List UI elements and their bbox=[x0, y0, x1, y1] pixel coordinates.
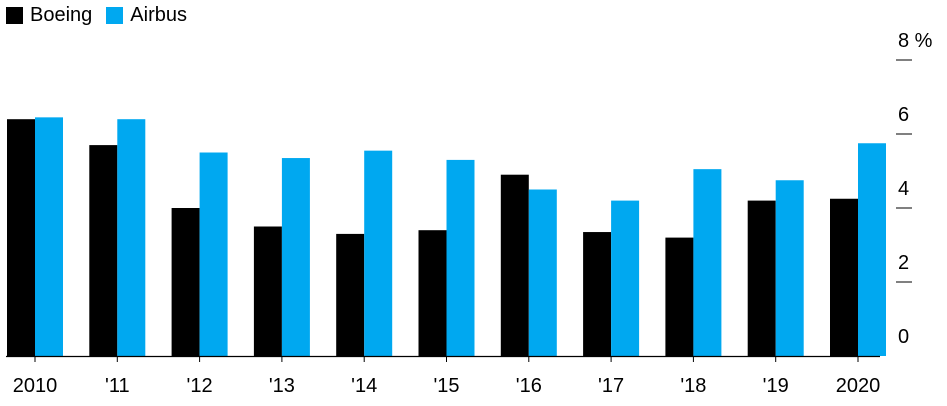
bar-boeing-0 bbox=[7, 119, 35, 356]
bar-boeing-1 bbox=[89, 145, 118, 356]
bar-boeing-10 bbox=[830, 198, 858, 356]
legend-label-airbus: Airbus bbox=[130, 4, 187, 26]
x-tick-label-10: 2020 bbox=[836, 375, 881, 397]
x-tick-label-2: '12 bbox=[187, 375, 213, 397]
bar-airbus-2 bbox=[199, 152, 228, 356]
x-tick-label-1: '11 bbox=[105, 375, 130, 397]
bar-airbus-9 bbox=[775, 180, 804, 356]
bar-airbus-4 bbox=[364, 150, 393, 356]
x-tick-label-4: '14 bbox=[351, 375, 377, 397]
bar-airbus-6 bbox=[528, 189, 557, 356]
y-tick-label-3: 6 bbox=[898, 104, 909, 126]
x-tick-label-8: '18 bbox=[680, 375, 706, 397]
x-tick-label-7: '17 bbox=[598, 375, 624, 397]
legend-label-boeing: Boeing bbox=[30, 4, 93, 26]
bar-airbus-1 bbox=[117, 119, 146, 356]
x-tick-label-3: '13 bbox=[269, 375, 295, 397]
bar-boeing-3 bbox=[253, 226, 282, 356]
legend-swatch-airbus bbox=[106, 6, 124, 24]
bar-boeing-4 bbox=[336, 233, 365, 356]
x-tick-label-0: 2010 bbox=[13, 375, 58, 397]
bar-boeing-2 bbox=[171, 208, 200, 356]
bar-boeing-6 bbox=[500, 174, 529, 356]
bar-airbus-10 bbox=[858, 143, 886, 356]
x-tick-label-9: '19 bbox=[763, 375, 789, 397]
y-tick-label-2: 4 bbox=[898, 178, 909, 200]
bar-boeing-9 bbox=[747, 200, 776, 356]
x-tick-label-5: '15 bbox=[433, 375, 459, 397]
bar-airbus-3 bbox=[281, 158, 310, 356]
bar-airbus-7 bbox=[611, 200, 640, 356]
bar-boeing-5 bbox=[418, 230, 447, 356]
legend-item-airbus: Airbus bbox=[106, 3, 187, 27]
legend-item-boeing: Boeing bbox=[6, 3, 92, 27]
legend-swatch-boeing bbox=[6, 6, 23, 24]
y-tick-label-0: 0 bbox=[898, 326, 909, 348]
y-tick-label-4: 8 % bbox=[898, 30, 933, 52]
bar-airbus-5 bbox=[446, 159, 475, 356]
bar-boeing-7 bbox=[583, 232, 612, 356]
bar-airbus-8 bbox=[693, 169, 722, 356]
y-tick-label-1: 2 bbox=[898, 252, 909, 274]
x-tick-label-6: '16 bbox=[516, 375, 542, 397]
bar-boeing-8 bbox=[665, 237, 694, 356]
bar-airbus-0 bbox=[35, 117, 63, 356]
legend: Boeing Airbus bbox=[6, 3, 201, 27]
